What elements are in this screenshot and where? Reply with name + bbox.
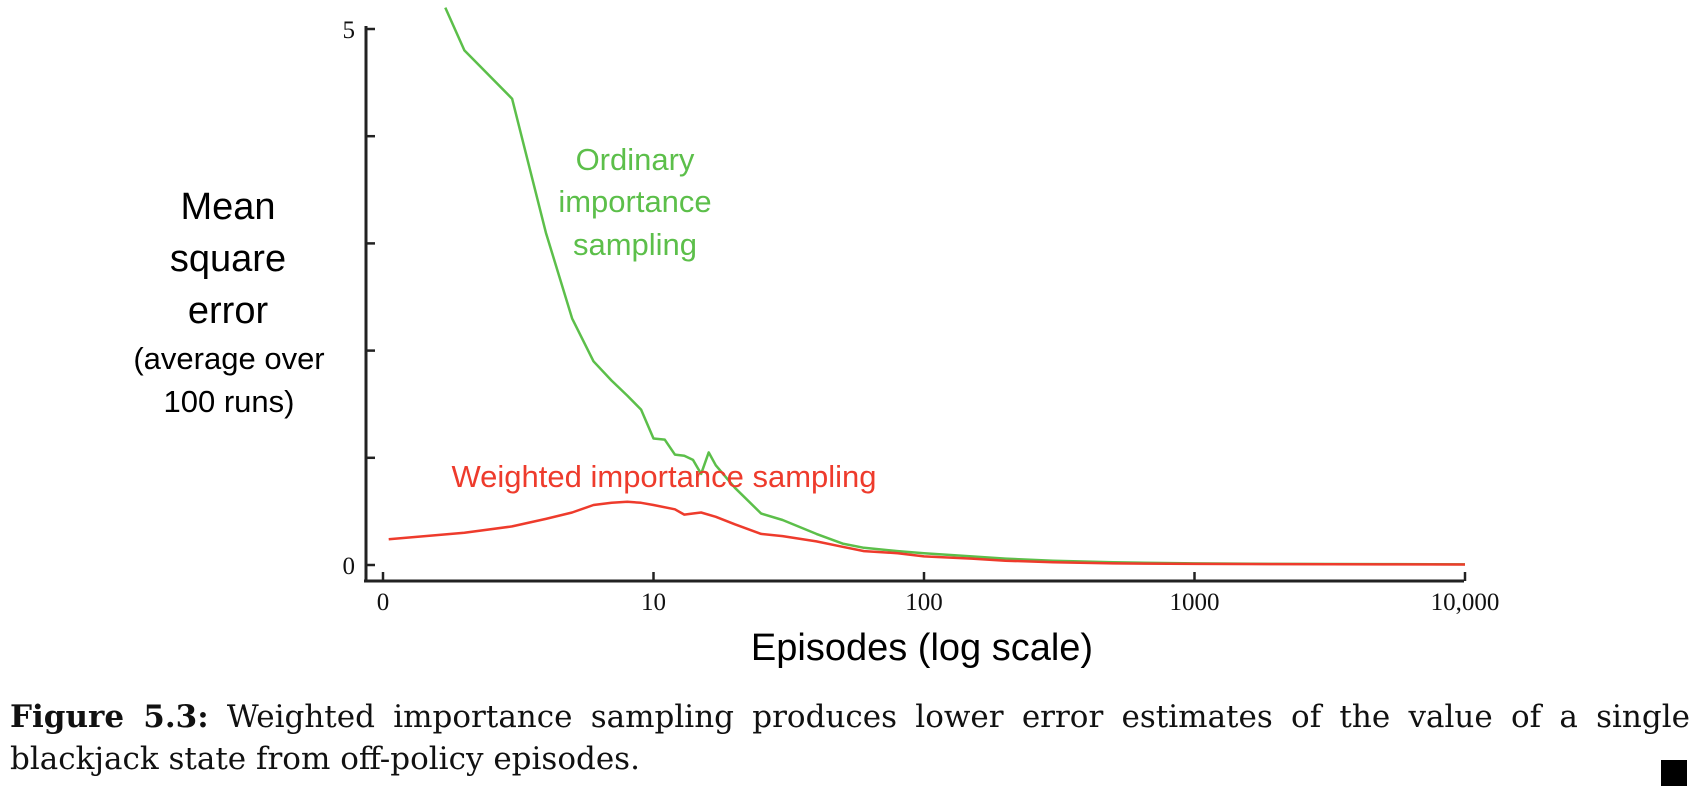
caption-label: Figure 5.3: [10,699,209,735]
series-label-ordinary-line-2: importance [558,184,711,219]
weighted-importance-sampling-line [388,500,1466,566]
y-tick-label: 0 [343,553,356,580]
y-tick-label: 5 [343,17,356,44]
x-axis-title: Episodes (log scale) [751,627,1093,669]
series-layer [388,7,1466,566]
x-ticks: 0 10 100 1000 10,000 [377,572,1500,616]
caption-text: Weighted importance sampling produces lo… [10,699,1690,777]
y-axis-title-line-2: square [170,238,286,280]
y-axis-title-line-1: Mean [180,186,275,228]
series-label-weighted: Weighted importance sampling [451,459,876,494]
series-label-ordinary-line-3: sampling [573,227,697,262]
y-ticks: 05 [343,17,375,580]
x-tick-label: 0 [377,589,390,616]
x-tick-label: 100 [905,589,943,616]
end-of-example-square-icon [1661,760,1687,786]
y-axis-subtitle-line-2: 100 runs) [164,384,295,419]
x-tick-label: 1000 [1170,589,1220,616]
x-tick-label: 10,000 [1431,589,1500,616]
ordinary-importance-sampling-line [444,7,1466,566]
y-axis-title-line-3: error [188,290,269,332]
figure-caption: Figure 5.3: Weighted importance sampling… [10,696,1690,780]
series-label-ordinary-line-1: Ordinary [576,142,695,177]
y-axis-subtitle-line-1: (average over [133,341,324,376]
x-tick-label: 10 [641,589,666,616]
